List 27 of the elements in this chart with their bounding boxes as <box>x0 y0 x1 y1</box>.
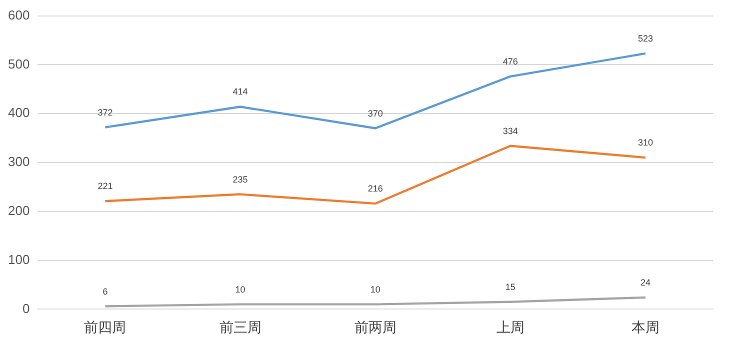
y-tick-label: 400 <box>8 105 30 120</box>
data-label: 334 <box>502 126 518 136</box>
data-label: 372 <box>98 107 113 118</box>
x-tick-label: 前四周 <box>84 320 126 336</box>
data-label: 310 <box>638 138 653 148</box>
data-label: 235 <box>232 174 248 184</box>
data-label: 10 <box>370 284 380 294</box>
data-label: 6 <box>102 286 108 296</box>
data-label: 221 <box>98 181 113 192</box>
x-tick-label: 本周 <box>631 320 660 336</box>
x-tick-label: 前三周 <box>219 320 262 336</box>
data-label: 476 <box>502 56 518 66</box>
data-label: 414 <box>232 86 248 97</box>
data-label: 370 <box>368 108 383 118</box>
data-label: 24 <box>640 277 650 288</box>
y-tick-label: 500 <box>8 56 30 72</box>
data-label: 10 <box>235 284 246 294</box>
data-label: 216 <box>368 184 383 194</box>
y-tick-label: 600 <box>8 7 30 22</box>
y-tick-label: 0 <box>22 300 30 316</box>
y-tick-label: 100 <box>8 252 30 267</box>
data-label: 523 <box>638 33 653 44</box>
x-tick-label: 上周 <box>496 320 524 336</box>
y-tick-label: 300 <box>8 154 30 170</box>
x-tick-label: 前两周 <box>354 320 396 336</box>
y-tick-label: 200 <box>8 202 30 218</box>
data-label: 15 <box>505 282 516 292</box>
